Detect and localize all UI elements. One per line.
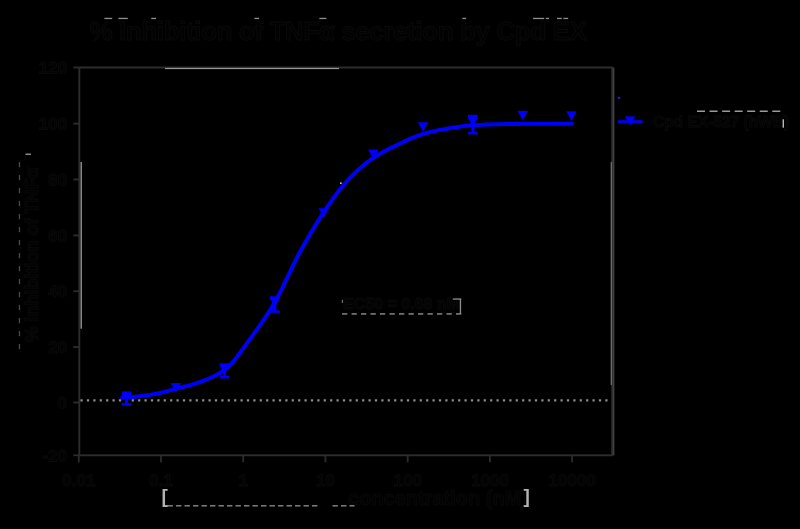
svg-text:40: 40 xyxy=(48,282,67,301)
svg-text:80: 80 xyxy=(48,171,67,190)
svg-text:100: 100 xyxy=(39,115,67,134)
svg-text:concentration (nM): concentration (nM) xyxy=(348,488,528,510)
svg-text:10000: 10000 xyxy=(548,471,595,490)
svg-text:% Inhibition of TNFα secretion: % Inhibition of TNFα secretion by Cpd EX xyxy=(90,16,588,46)
svg-text:EC50 = 0.68 nM: EC50 = 0.68 nM xyxy=(343,296,460,313)
svg-text:-20: -20 xyxy=(42,446,67,465)
svg-text:0.01: 0.01 xyxy=(62,471,95,490)
svg-text:1000: 1000 xyxy=(471,471,509,490)
svg-text:Cpd EX-527 (hWB): Cpd EX-527 (hWB) xyxy=(653,114,789,131)
svg-text:0: 0 xyxy=(58,394,67,413)
svg-text:10: 10 xyxy=(316,471,335,490)
svg-text:1: 1 xyxy=(238,471,247,490)
svg-text:100: 100 xyxy=(394,471,422,490)
svg-text:]: ] xyxy=(524,487,530,508)
svg-text:0.1: 0.1 xyxy=(149,471,173,490)
svg-text:[: [ xyxy=(162,487,169,508)
svg-text:60: 60 xyxy=(48,226,67,245)
svg-text:20: 20 xyxy=(48,338,67,357)
svg-text:120: 120 xyxy=(39,59,67,78)
svg-text:% inhibition of TNFα: % inhibition of TNFα xyxy=(22,167,42,342)
